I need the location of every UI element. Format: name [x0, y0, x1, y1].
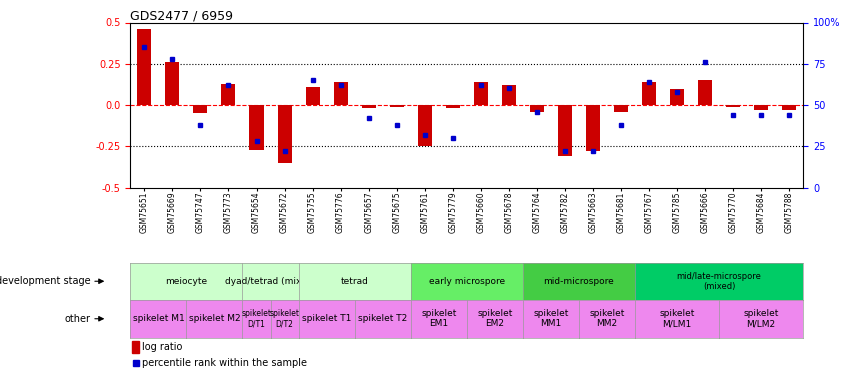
Bar — [278, 105, 292, 163]
Bar — [362, 105, 376, 108]
Bar — [166, 62, 179, 105]
Bar — [530, 105, 544, 112]
Bar — [473, 82, 488, 105]
Text: spikelet
M/LM1: spikelet M/LM1 — [659, 309, 695, 328]
Bar — [558, 105, 572, 156]
Bar — [670, 88, 684, 105]
Text: other: other — [65, 314, 91, 324]
Bar — [446, 105, 460, 108]
Bar — [389, 105, 404, 106]
Bar — [132, 341, 139, 352]
Bar — [642, 82, 656, 105]
Text: dyad/tetrad (mixed): dyad/tetrad (mixed) — [225, 277, 316, 286]
Bar — [614, 105, 628, 112]
Text: spikelet M1: spikelet M1 — [133, 314, 184, 323]
Text: spikelet
M/LM2: spikelet M/LM2 — [743, 309, 779, 328]
Bar — [334, 82, 347, 105]
Bar — [418, 105, 431, 146]
Text: spikelet
EM2: spikelet EM2 — [477, 309, 512, 328]
Text: spikelet
D/T2: spikelet D/T2 — [269, 309, 299, 328]
Bar — [193, 105, 208, 113]
Text: tetrad: tetrad — [341, 277, 368, 286]
Text: spikelet
MM2: spikelet MM2 — [590, 309, 625, 328]
Text: GDS2477 / 6959: GDS2477 / 6959 — [130, 9, 233, 22]
Bar — [754, 105, 768, 110]
Bar — [305, 87, 320, 105]
Text: development stage: development stage — [0, 276, 91, 286]
Bar — [782, 105, 796, 110]
Bar — [698, 80, 712, 105]
Bar — [137, 29, 151, 105]
Text: spikelet
EM1: spikelet EM1 — [421, 309, 457, 328]
Text: spikelet
D/T1: spikelet D/T1 — [241, 309, 272, 328]
Bar — [726, 105, 740, 106]
Text: spikelet T2: spikelet T2 — [358, 314, 407, 323]
Bar — [502, 85, 516, 105]
Text: meiocyte: meiocyte — [166, 277, 208, 286]
Bar — [250, 105, 263, 150]
Text: spikelet T1: spikelet T1 — [302, 314, 352, 323]
Text: spikelet M2: spikelet M2 — [188, 314, 241, 323]
Text: early microspore: early microspore — [429, 277, 505, 286]
Text: mid/late-microspore
(mixed): mid/late-microspore (mixed) — [677, 272, 761, 291]
Text: log ratio: log ratio — [142, 342, 182, 352]
Bar — [221, 84, 235, 105]
Bar — [586, 105, 600, 151]
Text: spikelet
MM1: spikelet MM1 — [533, 309, 569, 328]
Text: percentile rank within the sample: percentile rank within the sample — [142, 358, 308, 368]
Text: mid-microspore: mid-microspore — [543, 277, 614, 286]
